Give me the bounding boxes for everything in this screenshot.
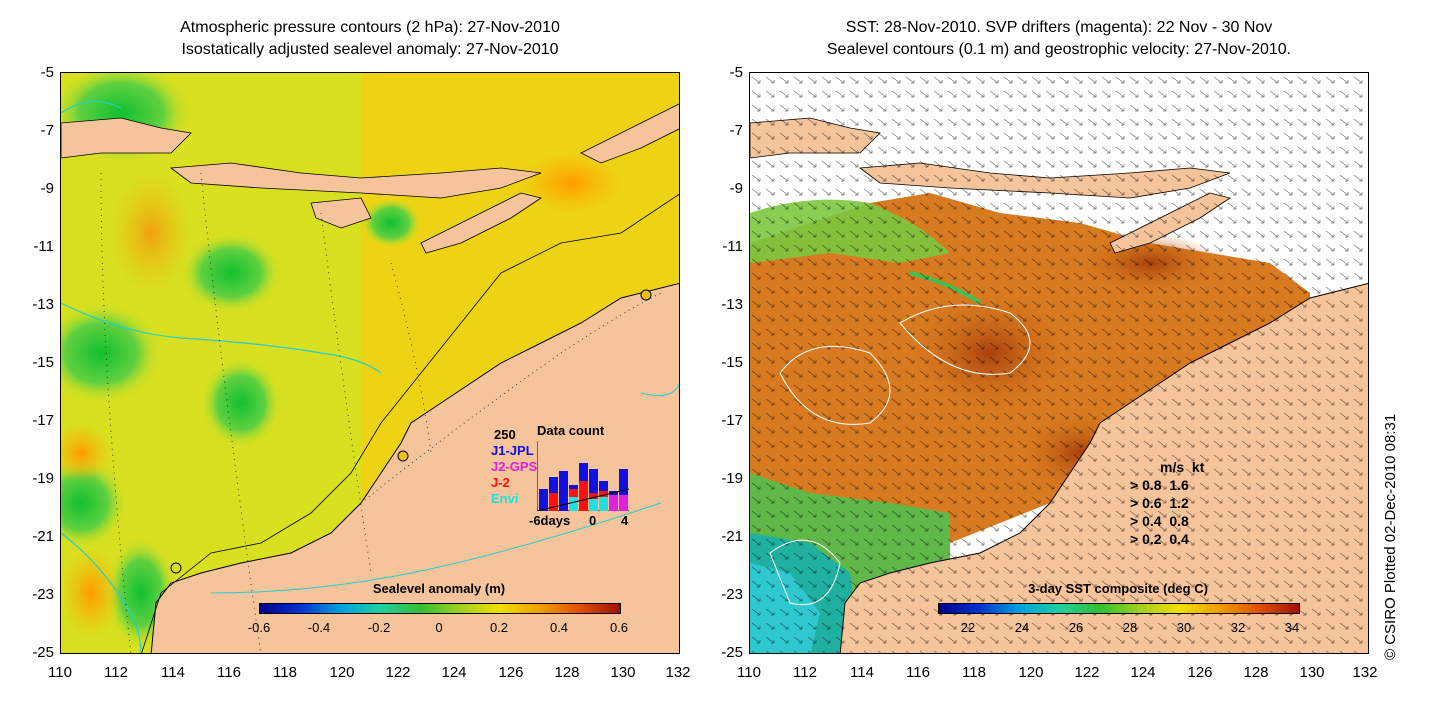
right-title-line2: Sealevel contours (0.1 m) and geostrophi… — [826, 41, 1292, 58]
hist-series-j2: J-2 — [491, 475, 510, 490]
left-xtick-9: 128 — [554, 664, 580, 681]
hist-title: Data count — [537, 423, 605, 438]
vel-row-2-ms: 0.4 — [1142, 513, 1162, 529]
right-xtick-5: 120 — [1018, 664, 1044, 681]
left-cbtick-4: 0.2 — [489, 620, 509, 635]
left-xtick-0: 110 — [48, 664, 72, 681]
right-xtick-2: 114 — [850, 664, 874, 681]
right-xtick-4: 118 — [962, 664, 986, 681]
plot-credit: © CSIRO Plotted 02-Dec-2010 08:31 — [1382, 413, 1399, 660]
right-xtick-6: 122 — [1074, 664, 1100, 681]
hist-max-label: 250 — [494, 427, 516, 442]
vel-row-0-ms: 0.8 — [1142, 477, 1162, 493]
left-ytick-0: -5 — [40, 64, 54, 81]
left-cbtick-1: -0.4 — [307, 620, 331, 635]
left-xtick-4: 118 — [273, 664, 297, 681]
right-ytick-0: -5 — [729, 64, 743, 81]
right-ytick-8: -21 — [721, 528, 743, 545]
right-ytick-9: -23 — [721, 586, 743, 603]
vel-row-0-kt: 1.6 — [1169, 477, 1189, 493]
left-xtick-3: 116 — [217, 664, 241, 681]
left-ytick-2: -9 — [40, 180, 54, 197]
left-cbtick-5: 0.4 — [549, 620, 569, 635]
left-title-line1: Atmospheric pressure contours (2 hPa): 2… — [180, 19, 560, 36]
hist-series-j1: J1-JPL — [491, 443, 534, 458]
vel-row-3-ms: 0.2 — [1142, 531, 1162, 547]
sealevel-anomaly-map-graphic — [61, 73, 679, 653]
left-ytick-3: -11 — [33, 238, 54, 255]
left-xtick-8: 126 — [498, 664, 524, 681]
right-ytick-5: -15 — [721, 354, 743, 371]
left-xtick-11: 132 — [665, 664, 691, 681]
left-cbtick-3: 0 — [435, 620, 443, 635]
right-ytick-1: -7 — [729, 122, 743, 139]
left-title-line2: Isostatically adjusted sealevel anomaly:… — [181, 41, 559, 58]
right-cbtick-5: 32 — [1230, 620, 1246, 635]
right-xtick-9: 128 — [1243, 664, 1269, 681]
left-ytick-8: -21 — [32, 528, 54, 545]
sealevel-anomaly-map: 250 Data count J1-JPL J2-GPS J-2 Envi — [60, 72, 680, 654]
left-ytick-4: -13 — [32, 296, 54, 313]
right-cbtick-6: 34 — [1284, 620, 1300, 635]
right-colorbar-title: 3-day SST composite (deg C) — [1028, 581, 1208, 596]
left-xtick-1: 112 — [104, 664, 128, 681]
velocity-legend: m/s kt > 0.8 1.6 > 0.6 1.2 > 0.4 0.8 > 0… — [1130, 458, 1204, 548]
right-xtick-10: 130 — [1299, 664, 1325, 681]
right-xtick-3: 116 — [906, 664, 930, 681]
hist-xlabel-right: 4 — [621, 513, 629, 528]
right-cbtick-0: 22 — [960, 620, 976, 635]
right-cbtick-3: 28 — [1122, 620, 1138, 635]
vel-row-1-kt: 1.2 — [1169, 495, 1189, 511]
right-xtick-1: 112 — [793, 664, 817, 681]
right-ytick-10: -25 — [721, 644, 743, 661]
vel-arrow-icon: > — [1130, 495, 1143, 511]
hist-xlabel-mid: 0 — [589, 513, 597, 528]
hist-series-j2gps: J2-GPS — [491, 459, 538, 474]
left-ytick-6: -17 — [32, 412, 54, 429]
right-cbtick-1: 24 — [1014, 620, 1030, 635]
right-ytick-2: -9 — [729, 180, 743, 197]
vel-arrow-icon: > — [1130, 531, 1143, 547]
left-ytick-10: -25 — [32, 644, 54, 661]
vel-header-kt: kt — [1191, 459, 1205, 475]
left-xtick-7: 124 — [441, 664, 467, 681]
right-ytick-4: -13 — [721, 296, 743, 313]
left-xtick-5: 120 — [329, 664, 355, 681]
vel-row-1-ms: 0.6 — [1142, 495, 1162, 511]
right-ytick-3: -11 — [722, 238, 743, 255]
right-cbtick-4: 30 — [1176, 620, 1192, 635]
left-ytick-7: -19 — [32, 470, 54, 487]
right-ytick-7: -19 — [721, 470, 743, 487]
left-colorbar-title: Sealevel anomaly (m) — [372, 581, 506, 596]
right-xtick-8: 126 — [1187, 664, 1213, 681]
left-cbtick-6: 0.6 — [609, 620, 629, 635]
right-colorbar — [938, 603, 1300, 614]
hist-series-envi: Envi — [491, 491, 519, 506]
right-cbtick-2: 26 — [1068, 620, 1084, 635]
sst-map-graphic — [750, 73, 1368, 653]
vel-arrow-icon: > — [1130, 513, 1143, 529]
vel-row-2-kt: 0.8 — [1169, 513, 1189, 529]
hist-bars — [537, 441, 629, 511]
vel-arrow-icon: > — [1130, 477, 1143, 493]
left-xtick-6: 122 — [385, 664, 411, 681]
vel-header-ms: m/s — [1160, 459, 1185, 475]
left-cbtick-2: -0.2 — [367, 620, 391, 635]
data-count-inset: 250 Data count J1-JPL J2-GPS J-2 Envi — [489, 421, 639, 531]
left-ytick-1: -7 — [40, 122, 54, 139]
left-ytick-9: -23 — [32, 586, 54, 603]
left-cbtick-0: -0.6 — [247, 620, 271, 635]
sst-map: m/s kt > 0.8 1.6 > 0.6 1.2 > 0.4 0.8 > 0… — [749, 72, 1369, 654]
left-xtick-2: 114 — [161, 664, 185, 681]
hist-xlabel-left: -6days — [529, 513, 571, 528]
right-ytick-6: -17 — [721, 412, 743, 429]
vel-row-3-kt: 0.4 — [1169, 531, 1189, 547]
left-colorbar — [259, 603, 621, 614]
right-xtick-7: 124 — [1130, 664, 1156, 681]
right-xtick-0: 110 — [737, 664, 761, 681]
right-xtick-11: 132 — [1352, 664, 1378, 681]
left-xtick-10: 130 — [610, 664, 636, 681]
left-ytick-5: -15 — [32, 354, 54, 371]
right-title-line1: SST: 28-Nov-2010. SVP drifters (magenta)… — [845, 19, 1273, 36]
